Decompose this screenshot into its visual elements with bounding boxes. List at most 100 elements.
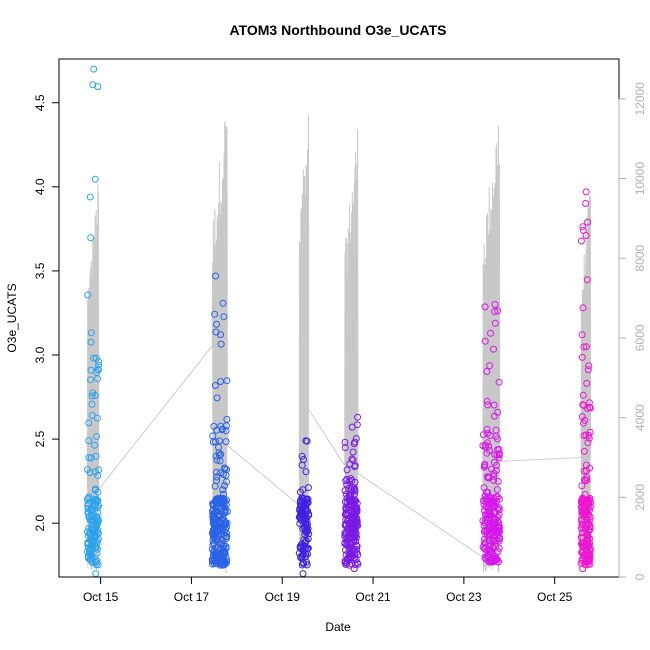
data-point xyxy=(91,175,99,183)
altitude-transit-4 xyxy=(499,456,582,462)
data-point xyxy=(350,546,358,554)
data-point xyxy=(215,443,222,451)
data-point xyxy=(297,542,304,550)
data-point xyxy=(581,476,588,484)
data-point xyxy=(343,475,351,483)
data-point xyxy=(485,530,493,537)
data-point xyxy=(214,533,222,541)
data-point xyxy=(491,412,499,420)
data-point xyxy=(491,301,499,308)
x-tick-label-3: Oct 21 xyxy=(355,590,391,604)
data-point xyxy=(87,516,95,524)
y-axis-right: 0 2000 4000 6000 8000 10000 12000 xyxy=(618,82,647,580)
data-point xyxy=(350,497,358,505)
data-point xyxy=(496,450,504,458)
data-point xyxy=(482,441,489,449)
data-point xyxy=(485,534,492,542)
y-left-tick-label-5: 4.5 xyxy=(33,94,47,111)
data-point xyxy=(223,532,231,540)
data-point xyxy=(87,329,95,337)
data-point xyxy=(345,492,353,500)
data-point xyxy=(579,534,587,542)
data-point xyxy=(495,378,503,386)
data-point xyxy=(217,378,224,385)
data-point xyxy=(342,516,350,524)
data-point xyxy=(341,438,349,446)
data-point xyxy=(488,465,495,473)
data-point xyxy=(580,447,588,455)
data-point xyxy=(302,468,310,476)
data-point xyxy=(491,308,499,315)
data-point xyxy=(216,512,224,520)
data-point xyxy=(94,375,101,383)
data-point xyxy=(584,439,592,447)
data-point xyxy=(220,490,227,498)
data-point xyxy=(494,307,502,315)
data-point xyxy=(348,527,355,535)
data-point xyxy=(90,354,98,362)
data-point xyxy=(213,473,221,481)
data-point xyxy=(86,529,94,537)
data-point xyxy=(494,528,502,536)
data-point xyxy=(479,431,487,439)
data-point xyxy=(581,542,589,550)
data-point xyxy=(579,401,587,409)
y-right-tick-label-1: 2000 xyxy=(633,484,647,511)
data-point xyxy=(586,535,594,543)
data-point xyxy=(586,464,594,472)
data-point xyxy=(579,304,587,312)
data-point xyxy=(349,448,357,456)
data-point xyxy=(222,519,230,527)
data-point xyxy=(87,552,95,560)
data-point xyxy=(492,516,500,524)
y-axis-label: O3e_UCATS xyxy=(5,283,19,352)
data-point xyxy=(222,501,230,509)
data-point xyxy=(579,391,587,399)
data-point xyxy=(486,548,494,556)
data-point xyxy=(578,529,586,537)
plot-frame xyxy=(58,58,620,578)
data-point xyxy=(483,368,491,375)
data-point xyxy=(302,544,310,552)
x-axis-label: Date xyxy=(325,620,351,634)
data-point xyxy=(354,551,362,558)
data-point xyxy=(354,413,361,421)
x-tick-label-5: Oct 25 xyxy=(537,590,573,604)
data-point xyxy=(579,223,587,231)
data-point xyxy=(351,501,359,509)
data-point xyxy=(84,291,92,299)
data-point xyxy=(351,438,359,446)
data-point xyxy=(345,495,353,503)
data-point xyxy=(213,426,221,434)
altitude-transit-0 xyxy=(98,345,213,490)
data-point xyxy=(578,353,586,361)
y-axis-left: 2.0 2.5 3.0 3.5 4.0 4.5 xyxy=(33,94,60,532)
series-flight-6 xyxy=(577,188,595,573)
data-point xyxy=(223,415,231,423)
data-point xyxy=(93,518,101,526)
data-point xyxy=(494,548,502,556)
data-point xyxy=(483,425,491,433)
series-flight-3 xyxy=(295,437,313,578)
data-point xyxy=(583,516,591,523)
data-point xyxy=(86,469,94,476)
data-point xyxy=(486,447,493,454)
data-point xyxy=(299,551,307,559)
data-point xyxy=(88,526,95,534)
data-point xyxy=(583,476,591,484)
data-point xyxy=(211,310,219,318)
data-point xyxy=(479,543,487,551)
data-point xyxy=(85,454,93,462)
data-point xyxy=(223,508,231,515)
data-point xyxy=(347,475,355,483)
data-point xyxy=(488,526,496,534)
data-point xyxy=(341,444,349,452)
data-point xyxy=(84,499,92,507)
data-point xyxy=(490,401,498,409)
data-point xyxy=(304,499,312,506)
data-point xyxy=(88,392,96,400)
data-point xyxy=(300,520,308,528)
data-point xyxy=(210,539,218,547)
data-point xyxy=(94,515,102,523)
